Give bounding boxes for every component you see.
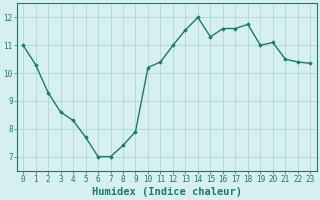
X-axis label: Humidex (Indice chaleur): Humidex (Indice chaleur) <box>92 186 242 197</box>
